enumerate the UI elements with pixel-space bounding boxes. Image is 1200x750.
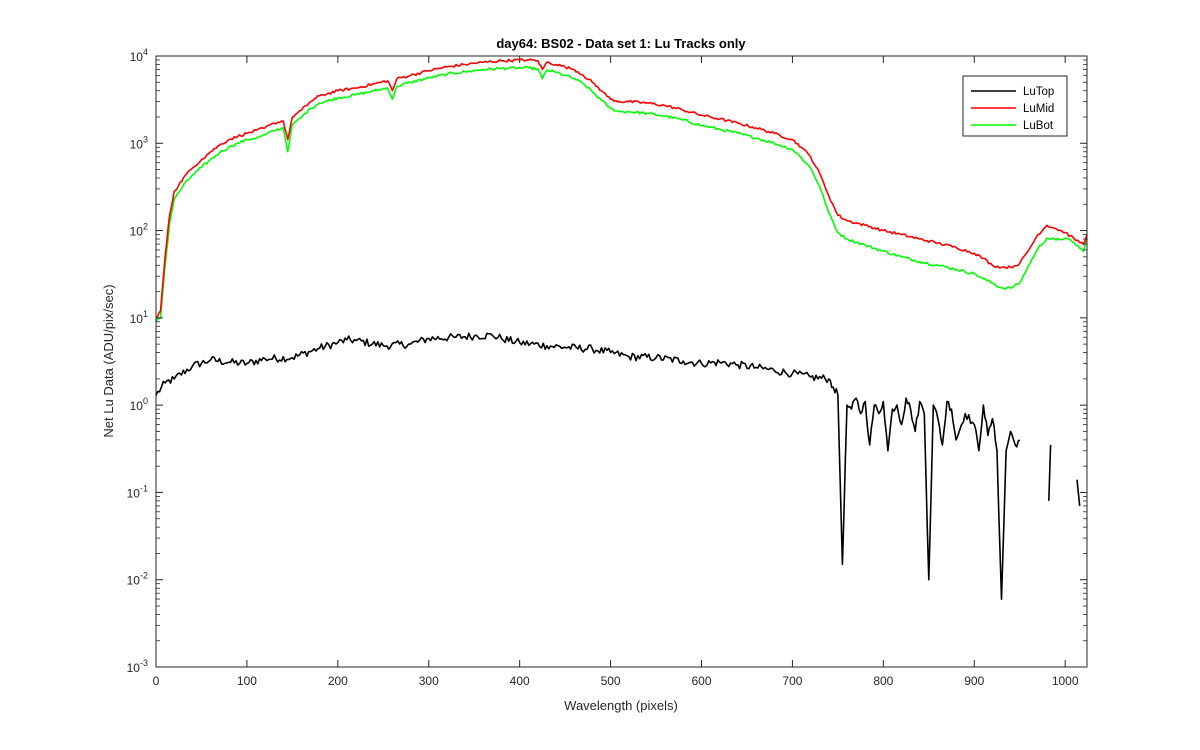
x-tick-label: 400 (510, 674, 530, 688)
x-tick-label: 600 (691, 674, 711, 688)
x-tick-label: 1000 (1052, 674, 1079, 688)
y-axis-title: Net Lu Data (ADU/pix/sec) (101, 284, 116, 437)
legend-label-lumid: LuMid (1023, 103, 1054, 115)
chart-title: day64: BS02 - Data set 1: Lu Tracks only (496, 36, 746, 51)
plot-frame (155, 55, 1088, 668)
legend-label-lutop: LuTop (1023, 86, 1054, 98)
legend-label-lubot: LuBot (1023, 120, 1054, 132)
x-tick-label: 700 (782, 674, 802, 688)
series-line-lutop (155, 332, 1021, 600)
x-tick-label: 0 (153, 674, 160, 688)
x-tick-label: 300 (419, 674, 439, 688)
series-segment-lutop-0 (1048, 444, 1052, 501)
series-layer (155, 58, 1088, 600)
series-line-lumid (155, 58, 1088, 319)
series-line-lubot (155, 65, 1088, 323)
x-tick-label: 100 (237, 674, 257, 688)
plot-area (156, 56, 1087, 667)
legend: LuTop LuMid LuBot (962, 75, 1068, 137)
legend-box (962, 75, 1068, 137)
series-segment-lutop-1 (1076, 479, 1081, 506)
x-axis-title: Wavelength (pixels) (564, 698, 678, 713)
x-tick-label: 900 (964, 674, 984, 688)
x-tick-label: 800 (873, 674, 893, 688)
x-tick-label: 500 (601, 674, 621, 688)
tick-layer: 0 100 200 300 400 500 600 700 800 900 100010410310… (127, 47, 1087, 688)
x-tick-label: 200 (328, 674, 348, 688)
